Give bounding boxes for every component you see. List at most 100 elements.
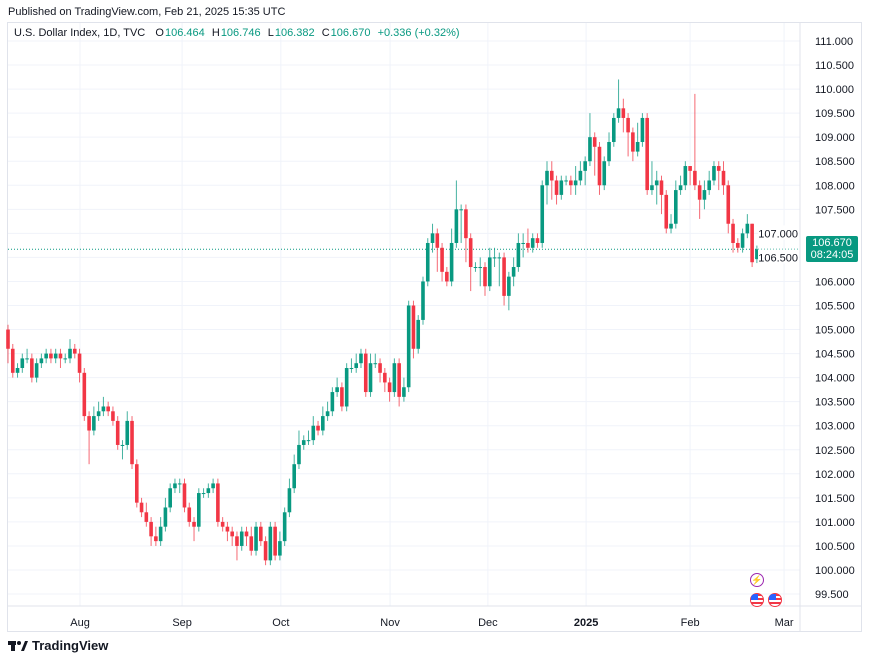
candle-body: [77, 353, 82, 373]
candle-body: [669, 223, 673, 229]
x-tick-label: Feb: [681, 617, 700, 629]
candle-body: [607, 141, 611, 162]
candle-body: [325, 411, 330, 417]
x-tick-label: Mar: [775, 617, 794, 629]
brand-name[interactable]: TradingView: [32, 638, 109, 653]
candle-body: [697, 185, 702, 200]
candle-body: [72, 348, 77, 354]
candle-body: [39, 358, 44, 364]
open-label: O: [155, 27, 164, 39]
candle-body: [321, 416, 325, 431]
candle-body: [182, 483, 187, 508]
candle-body: [139, 502, 144, 513]
y-tick-label: 101.000: [815, 517, 855, 529]
y-tick-label: 110.000: [815, 84, 854, 96]
high-label: H: [211, 27, 220, 39]
x-tick-label: Aug: [70, 617, 90, 629]
candle-body: [344, 368, 349, 407]
candle-body: [511, 267, 516, 277]
candle-body: [507, 276, 511, 296]
candle-body: [650, 185, 654, 191]
candle-body: [158, 526, 163, 542]
footer: TradingView: [8, 638, 108, 653]
candle-body: [149, 521, 153, 537]
candle-body: [125, 420, 130, 445]
us-flag-icon[interactable]: [768, 593, 782, 607]
candle-body: [335, 387, 339, 393]
candle-body: [101, 406, 106, 412]
candle-body: [459, 209, 463, 211]
candle-body: [449, 242, 454, 282]
candle-body: [106, 406, 110, 412]
bar-countdown: 08:24:05: [810, 249, 854, 262]
candle-body: [340, 387, 344, 407]
candle-body: [483, 267, 487, 287]
candle-body: [597, 146, 602, 186]
candle-body: [197, 493, 201, 527]
y-tick-label: 107.500: [815, 204, 855, 216]
candle-body: [259, 526, 263, 542]
candle-body: [435, 233, 440, 248]
candle-body: [134, 464, 139, 503]
x-tick-label: Dec: [478, 617, 498, 629]
candle-body: [373, 363, 378, 365]
candle-body: [640, 117, 645, 142]
y-tick-label: 105.500: [815, 300, 855, 312]
candle-body: [273, 526, 277, 556]
candle-body: [168, 488, 172, 508]
candle-body: [416, 319, 421, 349]
candle-body: [535, 238, 540, 243]
candle-body: [378, 363, 382, 373]
y-tick-label: 106.500: [758, 252, 798, 264]
candle-body: [254, 526, 258, 551]
candle-body: [674, 190, 678, 224]
candle-body: [163, 507, 168, 527]
candle-body: [707, 180, 711, 191]
y-tick-label: 99.500: [815, 589, 849, 601]
candle-body: [144, 512, 149, 522]
symbol-title[interactable]: U.S. Dollar Index, 1D, TVC: [14, 27, 146, 39]
x-tick-label: 2025: [574, 617, 598, 629]
us-flag-icon[interactable]: [750, 593, 764, 607]
candle-body: [487, 257, 492, 287]
candle-body: [454, 209, 459, 243]
y-tick-label: 108.500: [815, 156, 855, 168]
candle-body: [49, 353, 53, 359]
candle-body: [235, 536, 239, 546]
candle-body: [287, 488, 292, 513]
candle-body: [368, 363, 373, 393]
candle-body: [621, 108, 626, 118]
candle-body: [282, 512, 287, 542]
candle-body: [220, 521, 225, 527]
last-price-value: 106.670: [812, 237, 852, 250]
candle-body: [468, 238, 473, 268]
candle-body: [526, 242, 530, 248]
candle-body: [530, 238, 535, 248]
candle-body: [678, 185, 683, 191]
x-tick-label: Nov: [380, 617, 400, 629]
candle-body: [130, 420, 134, 465]
candle-body: [440, 247, 444, 272]
candle-body: [306, 440, 311, 442]
y-tick-label: 110.500: [815, 60, 854, 72]
candle-body: [92, 416, 96, 431]
y-tick-label: 101.500: [815, 493, 855, 505]
candle-body: [645, 117, 649, 191]
candle-body: [397, 363, 401, 397]
candle-body: [740, 233, 745, 248]
candle-body: [187, 507, 192, 522]
candle-body: [516, 242, 521, 268]
close-label: C: [321, 27, 330, 39]
lightning-icon[interactable]: ⚡: [750, 573, 764, 587]
y-tick-label: 102.000: [815, 469, 855, 481]
candle-body: [559, 180, 564, 195]
candle-body: [425, 242, 430, 282]
candle-body: [731, 223, 735, 243]
candle-body: [464, 209, 468, 239]
published-note: Published on TradingView.com, Feb 21, 20…: [8, 6, 286, 18]
tradingview-logo-icon: [8, 640, 28, 651]
y-tick-label: 108.000: [815, 180, 855, 192]
candle-body: [225, 526, 230, 532]
candle-body: [750, 223, 754, 263]
